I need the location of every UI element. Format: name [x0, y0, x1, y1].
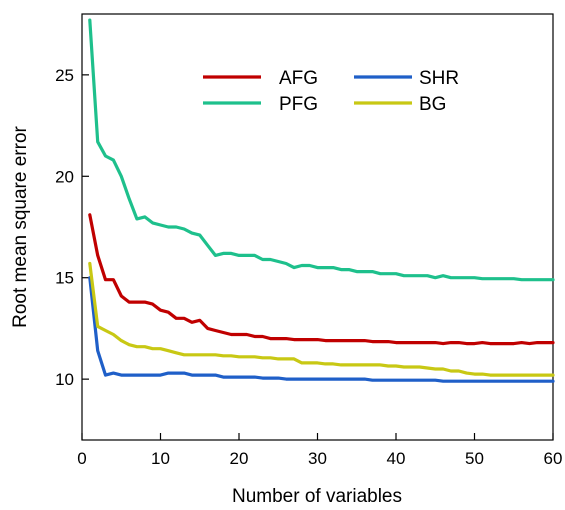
x-tick-label: 40 [387, 449, 406, 468]
legend-label-shr: SHR [419, 68, 459, 89]
y-axis-title: Root mean square error [10, 125, 31, 327]
x-tick-label: 0 [77, 449, 86, 468]
legend-label-bg: BG [419, 94, 446, 115]
legend-label-pfg: PFG [279, 94, 318, 115]
x-tick-label: 50 [465, 449, 484, 468]
x-tick-label: 10 [151, 449, 170, 468]
legend: AFG PFG SHR BG [203, 68, 459, 115]
x-axis-title: Number of variables [232, 486, 402, 507]
series-line-shr [88, 276, 555, 383]
x-tick-label: 60 [544, 449, 563, 468]
series-line-bg [88, 261, 555, 377]
series-line-afg [88, 213, 555, 346]
series-line-pfg [88, 18, 555, 282]
y-tick-label: 15 [55, 269, 74, 288]
y-tick-label: 20 [55, 167, 74, 186]
series-lines [88, 18, 555, 383]
legend-label-afg: AFG [279, 68, 318, 89]
y-axis-ticks: 10 15 20 25 [55, 66, 89, 389]
x-tick-label: 30 [308, 449, 327, 468]
y-tick-label: 25 [55, 66, 74, 85]
x-tick-label: 20 [230, 449, 249, 468]
y-tick-label: 10 [55, 370, 74, 389]
x-axis-ticks: 0 10 20 30 40 50 60 [77, 433, 562, 468]
